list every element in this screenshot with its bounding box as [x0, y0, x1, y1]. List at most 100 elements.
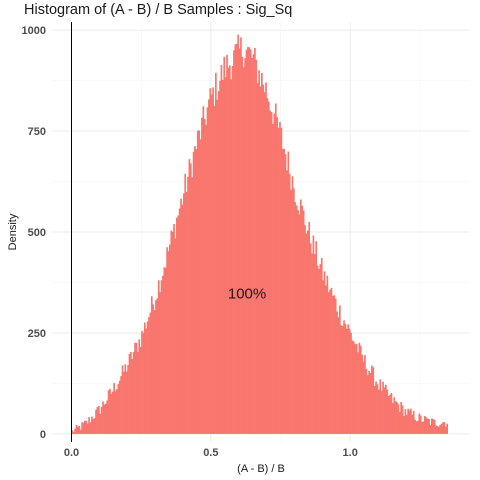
- histogram-bar: [191, 177, 194, 434]
- histogram-bar: [443, 422, 446, 434]
- histogram-bar: [276, 117, 279, 434]
- histogram-bar: [387, 396, 390, 434]
- histogram-bar: [418, 413, 421, 434]
- histogram-bar: [139, 346, 142, 434]
- histogram-bar: [75, 424, 78, 434]
- histogram-bar: [405, 414, 408, 434]
- histogram-bar: [393, 397, 396, 434]
- histogram-bar: [184, 173, 187, 434]
- histogram-bar: [293, 188, 295, 434]
- histogram-bar: [195, 149, 198, 434]
- histogram-bar: [411, 414, 414, 434]
- histogram-bar: [435, 425, 437, 434]
- histogram-bar: [135, 342, 138, 434]
- histogram-bar: [305, 233, 308, 434]
- histogram-bar: [78, 425, 81, 434]
- histogram-bar: [263, 92, 266, 434]
- histogram-bar: [258, 70, 260, 434]
- histogram-bar: [77, 426, 79, 434]
- histogram-bar: [228, 65, 231, 434]
- histogram-bar: [125, 371, 128, 434]
- histogram-bar: [159, 292, 161, 434]
- histogram-bar: [378, 389, 380, 434]
- histogram-bar: [417, 420, 419, 434]
- histogram-bar: [369, 373, 372, 434]
- histogram-bar: [415, 421, 418, 434]
- histogram-bar: [226, 54, 228, 434]
- histogram-bar: [272, 123, 274, 434]
- histogram-bar: [111, 391, 114, 434]
- histogram-bar: [174, 238, 177, 434]
- histogram-bar: [300, 199, 302, 434]
- histogram-bar: [201, 117, 203, 434]
- histogram-bar: [294, 202, 297, 434]
- histogram-bar: [237, 34, 240, 434]
- histogram-bar: [152, 304, 155, 434]
- histogram-bar: [288, 174, 291, 434]
- histogram-bar: [143, 322, 146, 434]
- histogram-bar: [118, 380, 121, 434]
- histogram-bars: [71, 34, 449, 434]
- histogram-bar: [273, 113, 276, 434]
- histogram-bar: [344, 323, 347, 434]
- histogram-bar: [160, 280, 163, 434]
- histogram-bar: [209, 88, 212, 434]
- histogram-bar: [86, 423, 89, 434]
- histogram-bar: [329, 289, 331, 434]
- histogram-bar: [145, 328, 148, 434]
- histogram-bar: [162, 275, 164, 434]
- histogram-bar: [326, 275, 329, 434]
- histogram-bar: [410, 408, 412, 434]
- histogram-bar: [141, 330, 143, 434]
- histogram-bar: [155, 300, 157, 434]
- histogram-bar: [91, 416, 93, 434]
- histogram-bar: [424, 416, 426, 434]
- histogram-bar: [238, 48, 241, 434]
- histogram-bar: [375, 381, 377, 434]
- histogram-bar: [88, 417, 90, 434]
- x-tick-label: 0.0: [64, 447, 79, 459]
- histogram-bar: [368, 370, 370, 434]
- histogram-bar: [266, 97, 269, 434]
- histogram-bar: [421, 421, 423, 434]
- x-tick-label: 1.0: [343, 447, 358, 459]
- histogram-bar: [277, 127, 280, 434]
- histogram-bar: [176, 217, 178, 434]
- histogram-bar: [365, 368, 368, 434]
- histogram-bar: [319, 264, 322, 434]
- histogram-bar: [403, 416, 405, 434]
- histogram-bar: [103, 404, 106, 434]
- histogram-bar: [123, 371, 125, 434]
- histogram-bar: [102, 401, 104, 434]
- histogram-bar: [414, 419, 416, 434]
- histogram-bar: [408, 410, 411, 434]
- histogram-bar: [412, 410, 415, 434]
- histogram-bar: [235, 43, 238, 434]
- histogram-bar: [437, 426, 440, 434]
- histogram-bar: [216, 99, 219, 434]
- histogram-bar: [436, 426, 439, 434]
- histogram-bar: [252, 54, 255, 434]
- histogram-bar: [163, 267, 166, 434]
- histogram-bar: [364, 355, 366, 434]
- y-tick-label: 500: [28, 227, 46, 239]
- histogram-bar: [136, 352, 139, 434]
- histogram-bar: [430, 418, 433, 434]
- histogram-bar: [233, 50, 235, 434]
- histogram-bar: [134, 342, 136, 434]
- histogram-bar: [297, 210, 299, 434]
- histogram-bar: [404, 409, 407, 434]
- histogram-bar: [180, 198, 182, 434]
- histogram-bar: [130, 352, 132, 434]
- histogram-bar: [196, 130, 199, 434]
- histogram-bar: [202, 106, 205, 434]
- x-tick-label: 0.5: [203, 447, 218, 459]
- histogram-bar: [110, 393, 113, 434]
- histogram-bar: [117, 384, 120, 434]
- histogram-bar: [444, 426, 447, 434]
- histogram-bar: [167, 251, 170, 434]
- chart-title: Histogram of (A - B) / B Samples : Sig_S…: [24, 2, 293, 18]
- histogram-bar: [187, 176, 189, 434]
- histogram-bar: [109, 388, 111, 434]
